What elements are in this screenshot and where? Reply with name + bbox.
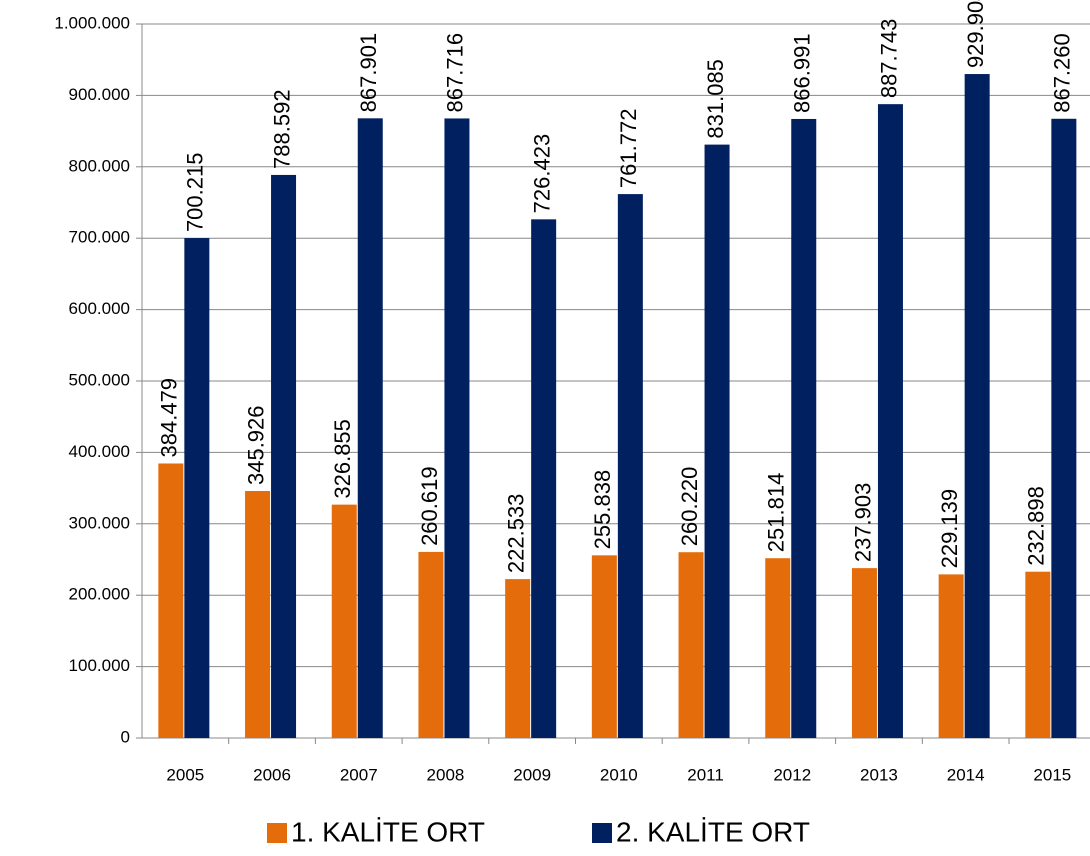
value-label: 866.991 bbox=[790, 33, 815, 113]
value-label: 788.592 bbox=[269, 89, 294, 169]
y-tick-label: 0 bbox=[121, 727, 130, 746]
bar bbox=[331, 504, 357, 738]
legend-label: 2. KALİTE ORT bbox=[616, 816, 810, 847]
value-label: 229.139 bbox=[937, 489, 962, 569]
y-tick-label: 300.000 bbox=[69, 513, 130, 532]
bar bbox=[357, 118, 383, 739]
value-label: 251.814 bbox=[764, 473, 789, 553]
value-label: 867.716 bbox=[443, 33, 468, 113]
bar bbox=[938, 574, 964, 738]
bar bbox=[505, 579, 531, 738]
value-label: 384.479 bbox=[157, 378, 182, 458]
x-tick-label: 2010 bbox=[600, 765, 638, 784]
value-label: 867.901 bbox=[356, 33, 381, 113]
bar bbox=[591, 555, 617, 738]
value-label: 260.220 bbox=[677, 467, 702, 547]
legend-label: 1. KALİTE ORT bbox=[291, 816, 485, 847]
x-tick-label: 2006 bbox=[253, 765, 291, 784]
bar bbox=[418, 551, 444, 738]
value-label: 326.855 bbox=[330, 419, 355, 499]
x-tick-label: 2005 bbox=[166, 765, 204, 784]
y-tick-label: 900.000 bbox=[69, 85, 130, 104]
x-tick-label: 2015 bbox=[1033, 765, 1071, 784]
value-label: 761.772 bbox=[616, 109, 641, 189]
bar bbox=[1025, 571, 1051, 738]
value-label: 700.215 bbox=[183, 153, 208, 233]
value-label: 222.533 bbox=[503, 494, 528, 574]
x-tick-label: 2012 bbox=[773, 765, 811, 784]
y-tick-label: 400.000 bbox=[69, 442, 130, 461]
bar bbox=[964, 74, 990, 739]
y-tick-label: 1.000.000 bbox=[54, 13, 130, 32]
value-label: 929.904 bbox=[963, 0, 988, 68]
bar bbox=[678, 552, 704, 738]
value-label: 887.743 bbox=[876, 19, 901, 99]
value-label: 867.260 bbox=[1050, 33, 1075, 113]
value-label: 260.619 bbox=[417, 466, 442, 546]
bar bbox=[158, 463, 184, 738]
x-tick-label: 2011 bbox=[687, 765, 724, 784]
bar bbox=[271, 174, 297, 738]
y-tick-label: 200.000 bbox=[69, 585, 130, 604]
value-label: 831.085 bbox=[703, 59, 728, 139]
x-tick-label: 2009 bbox=[513, 765, 551, 784]
x-tick-label: 2008 bbox=[427, 765, 465, 784]
value-label: 726.423 bbox=[529, 134, 554, 214]
bar bbox=[851, 568, 877, 738]
bar bbox=[704, 144, 730, 738]
bar bbox=[184, 238, 210, 738]
bar bbox=[531, 219, 557, 738]
bar bbox=[1051, 118, 1077, 738]
bar bbox=[791, 118, 817, 738]
y-tick-label: 800.000 bbox=[69, 156, 130, 175]
legend-swatch bbox=[267, 823, 287, 843]
bar bbox=[444, 118, 470, 738]
value-label: 345.926 bbox=[243, 405, 268, 485]
legend-swatch bbox=[592, 823, 612, 843]
y-tick-label: 100.000 bbox=[69, 656, 130, 675]
bar bbox=[765, 558, 791, 738]
value-label: 255.838 bbox=[590, 470, 615, 550]
bar bbox=[617, 194, 643, 738]
value-label: 237.903 bbox=[850, 483, 875, 563]
x-tick-label: 2014 bbox=[947, 765, 985, 784]
bar bbox=[877, 104, 903, 739]
x-tick-label: 2007 bbox=[340, 765, 378, 784]
x-tick-label: 2013 bbox=[860, 765, 898, 784]
y-tick-label: 600.000 bbox=[69, 299, 130, 318]
y-tick-label: 500.000 bbox=[69, 370, 130, 389]
bar bbox=[245, 491, 271, 738]
value-label: 232.898 bbox=[1024, 486, 1049, 566]
y-tick-label: 700.000 bbox=[69, 228, 130, 247]
